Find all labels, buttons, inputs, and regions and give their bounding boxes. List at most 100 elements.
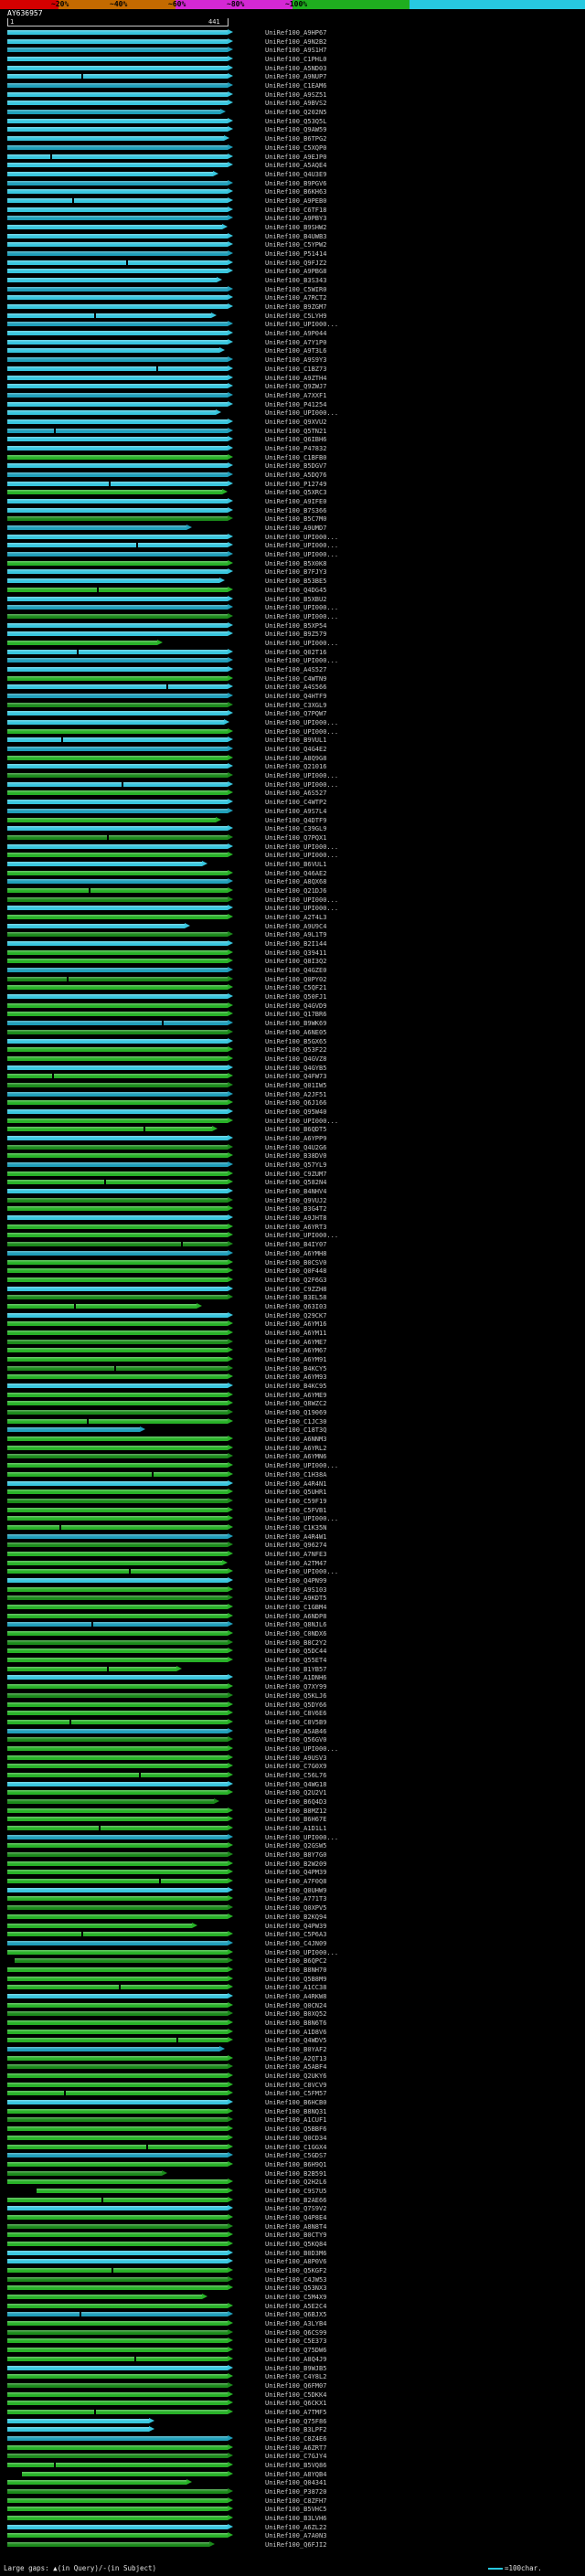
alignment-bar[interactable] (7, 2242, 228, 2246)
alignment-bar[interactable] (7, 755, 228, 760)
hit-label[interactable]: UniRef100_UPI000... (265, 657, 339, 665)
alignment-bar[interactable] (7, 870, 228, 875)
hit-label[interactable]: UniRef100_Q02T16 (265, 648, 327, 656)
alignment-bar[interactable] (7, 127, 228, 133)
hit-label[interactable]: UniRef100_C1GBM4 (265, 1604, 327, 1612)
alignment-bar[interactable] (7, 1843, 228, 1849)
alignment-bar[interactable] (7, 1772, 228, 1777)
alignment-bar[interactable] (7, 560, 228, 566)
hit-label[interactable]: UniRef100_B6KH63 (265, 188, 327, 196)
hit-label[interactable]: UniRef100_A9SZ51 (265, 90, 327, 99)
hit-label[interactable]: UniRef100_C5FM57 (265, 2090, 327, 2098)
alignment-bar[interactable] (7, 1374, 228, 1380)
hit-label[interactable]: UniRef100_A6YM91 (265, 1356, 327, 1363)
alignment-bar[interactable] (7, 1259, 228, 1265)
hit-label[interactable]: UniRef100_C1H38A (265, 1470, 327, 1479)
hit-label[interactable]: UniRef100_Q8WZC2 (265, 1400, 327, 1408)
alignment-bar[interactable] (7, 879, 228, 885)
alignment-bar[interactable] (7, 684, 228, 690)
hit-label[interactable]: UniRef100_Q63I03 (265, 1302, 327, 1310)
alignment-bar[interactable] (7, 48, 228, 53)
alignment-bar[interactable] (7, 605, 228, 610)
alignment-bar[interactable] (7, 2232, 228, 2238)
hit-label[interactable]: UniRef100_B4IY07 (265, 1241, 327, 1249)
hit-label[interactable]: UniRef100_A8N8T4 (265, 2222, 327, 2231)
hit-label[interactable]: UniRef100_B3LPF2 (265, 2426, 327, 2434)
alignment-bar[interactable] (7, 1082, 228, 1087)
hit-label[interactable]: UniRef100_A1D1L1 (265, 1825, 327, 1833)
hit-label[interactable]: UniRef100_A7XXF1 (265, 391, 327, 399)
hit-label[interactable]: UniRef100_B3S343 (265, 277, 327, 285)
alignment-bar[interactable] (7, 1162, 228, 1168)
alignment-bar[interactable] (7, 1074, 228, 1079)
alignment-bar[interactable] (37, 2188, 228, 2193)
alignment-bar[interactable] (7, 1365, 228, 1371)
alignment-bar[interactable] (7, 463, 228, 469)
alignment-bar[interactable] (7, 1029, 228, 1034)
hit-label[interactable]: UniRef100_Q4GVD9 (265, 1002, 327, 1010)
hit-label[interactable]: UniRef100_UPI000... (265, 1462, 339, 1470)
alignment-bar[interactable] (7, 2365, 228, 2370)
hit-label[interactable]: UniRef100_A7Y1P0 (265, 338, 327, 346)
alignment-bar[interactable] (7, 224, 222, 229)
hit-label[interactable]: UniRef100_C39GL9 (265, 825, 327, 833)
alignment-bar[interactable] (7, 1153, 228, 1159)
alignment-bar[interactable] (7, 1817, 228, 1822)
hit-label[interactable]: UniRef100_B6Q4D3 (265, 1798, 327, 1806)
alignment-bar[interactable] (7, 1675, 228, 1680)
hit-label[interactable]: UniRef100_C8V5B9 (265, 1718, 327, 1726)
hit-label[interactable]: UniRef100_Q19069 (265, 1409, 327, 1417)
hit-label[interactable]: UniRef100_C8VCV9 (265, 2081, 327, 2089)
alignment-bar[interactable] (7, 2259, 228, 2264)
hit-label[interactable]: UniRef100_B2I144 (265, 940, 327, 949)
alignment-bar[interactable] (7, 2029, 228, 2034)
hit-label[interactable]: UniRef100_UPI000... (265, 612, 339, 620)
alignment-bar[interactable] (7, 1631, 228, 1637)
alignment-bar[interactable] (7, 2223, 228, 2229)
hit-label[interactable]: UniRef100_UPI000... (265, 1744, 339, 1753)
alignment-bar[interactable] (7, 1189, 228, 1194)
alignment-bar[interactable] (7, 304, 228, 310)
hit-label[interactable]: UniRef100_Q57YL9 (265, 1161, 327, 1170)
hit-label[interactable]: UniRef100_A2JF51 (265, 1090, 327, 1098)
alignment-bar[interactable] (7, 826, 228, 832)
alignment-bar[interactable] (7, 932, 228, 938)
hit-label[interactable]: UniRef100_B2KQ94 (265, 1913, 327, 1921)
alignment-bar[interactable] (7, 2011, 228, 2017)
alignment-bar[interactable] (7, 1454, 228, 1459)
hit-label[interactable]: UniRef100_A1D8V6 (265, 2028, 327, 2036)
hit-label[interactable]: UniRef100_A8Q9G8 (265, 754, 327, 762)
hit-label[interactable]: UniRef100_C5GDS7 (265, 2152, 327, 2160)
hit-label[interactable]: UniRef100_Q7XY99 (265, 1683, 327, 1691)
alignment-bar[interactable] (7, 490, 222, 495)
alignment-bar[interactable] (7, 101, 228, 106)
alignment-bar[interactable] (7, 392, 228, 398)
alignment-bar[interactable] (7, 1047, 228, 1053)
hit-label[interactable]: UniRef100_Q6FJI2 (265, 2541, 327, 2549)
alignment-bar[interactable] (7, 1055, 228, 1061)
hit-label[interactable]: UniRef100_Q4PM39 (265, 1869, 327, 1877)
alignment-bar[interactable] (7, 2285, 228, 2291)
alignment-bar[interactable] (7, 949, 228, 955)
alignment-bar[interactable] (7, 976, 228, 981)
hit-label[interactable]: UniRef100_A9S9Y3 (265, 356, 327, 365)
hit-label[interactable]: UniRef100_A7TMF5 (265, 2408, 327, 2416)
hit-label[interactable]: UniRef100_Q5KLJ6 (265, 1691, 327, 1700)
alignment-bar[interactable] (7, 525, 187, 531)
alignment-bar[interactable] (7, 2427, 150, 2433)
alignment-bar[interactable] (7, 968, 228, 973)
alignment-bar[interactable] (7, 1418, 228, 1424)
hit-label[interactable]: UniRef100_A6YM93 (265, 1373, 327, 1382)
hit-label[interactable]: UniRef100_C1JC30 (265, 1417, 327, 1426)
hit-label[interactable]: UniRef100_Q2F6G3 (265, 1276, 327, 1284)
alignment-bar[interactable] (7, 1471, 228, 1477)
alignment-bar[interactable] (7, 1224, 228, 1229)
alignment-bar[interactable] (7, 1622, 228, 1627)
hit-label[interactable]: UniRef100_A7NFE3 (265, 1550, 327, 1558)
hit-label[interactable]: UniRef100_A2TM47 (265, 1559, 327, 1567)
hit-label[interactable]: UniRef100_A5E2C4 (265, 2302, 327, 2310)
alignment-bar[interactable] (7, 1923, 192, 1928)
alignment-bar[interactable] (7, 675, 228, 681)
hit-label[interactable]: UniRef100_B0CSV0 (265, 1258, 327, 1267)
hit-label[interactable]: UniRef100_A9PBY3 (265, 215, 327, 223)
